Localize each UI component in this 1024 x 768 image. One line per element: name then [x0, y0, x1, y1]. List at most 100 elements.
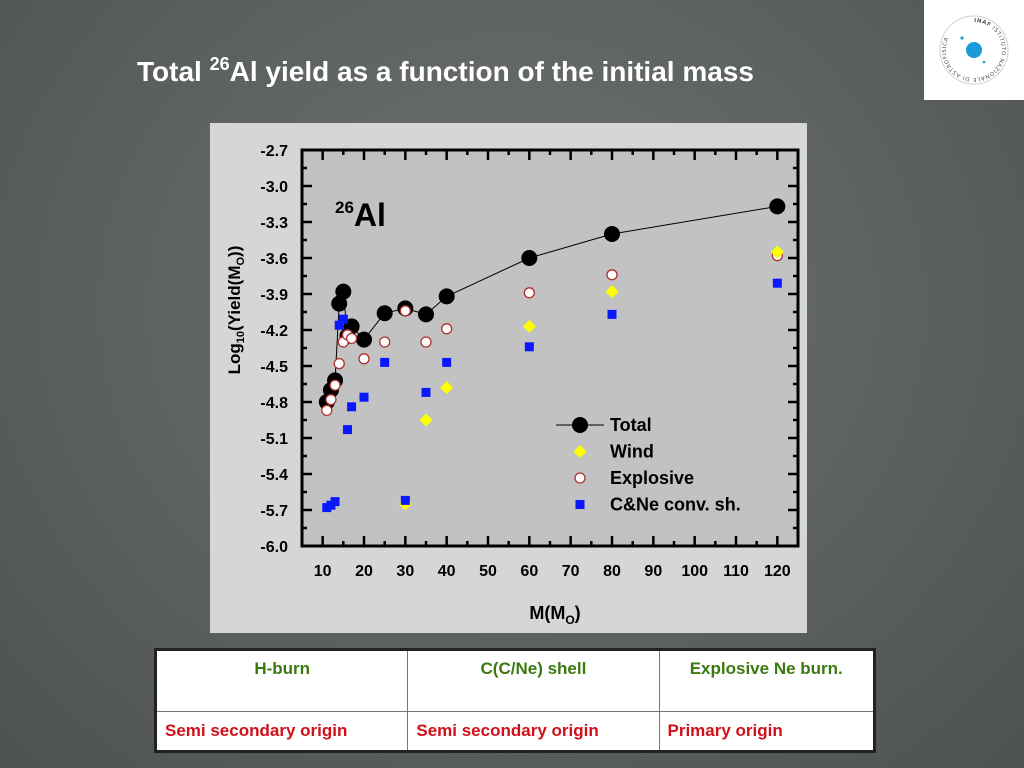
- y-axis-label: Log10(Yield(MO)): [225, 246, 247, 375]
- x-axis-label: M(MO): [529, 603, 580, 627]
- legend-marker: [572, 417, 588, 433]
- data-point: [524, 342, 534, 352]
- y-tick-label: -4.5: [260, 359, 288, 376]
- table-header-cell: Explosive Ne burn.: [658, 649, 875, 712]
- data-point: [359, 392, 369, 402]
- y-axis-label-sub2: O: [235, 257, 247, 266]
- x-tick-label: 60: [520, 563, 538, 580]
- data-point: [421, 387, 431, 397]
- legend-marker: [574, 472, 586, 484]
- y-tick-label: -5.1: [260, 431, 288, 448]
- data-point: [400, 495, 410, 505]
- y-tick-label: -4.2: [260, 323, 288, 340]
- data-point: [333, 357, 345, 370]
- x-tick-label: 100: [681, 563, 708, 580]
- x-tick-label: 110: [723, 563, 749, 580]
- data-point: [321, 404, 333, 417]
- data-point: [338, 314, 348, 324]
- data-point: [356, 331, 372, 348]
- y-axis-label-end: )): [225, 246, 244, 257]
- y-tick-label: -3.3: [260, 215, 288, 232]
- table-origin-cell: Semi secondary origin: [154, 711, 409, 752]
- y-tick-label: -3.9: [260, 287, 288, 304]
- data-point: [522, 319, 536, 333]
- y-tick-label: -6.0: [260, 539, 288, 556]
- data-point: [442, 357, 452, 367]
- data-point: [419, 413, 433, 427]
- data-point: [605, 285, 619, 299]
- y-tick-label: -3.0: [260, 179, 288, 196]
- data-point: [379, 336, 391, 348]
- annotation-label: Al: [354, 197, 386, 233]
- data-point: [418, 306, 434, 323]
- x-axis-label-main: M(M: [529, 603, 565, 623]
- y-tick-label: -5.4: [260, 467, 288, 484]
- data-point: [399, 305, 411, 317]
- x-axis-label-sub: O: [565, 613, 574, 627]
- data-point: [335, 283, 352, 300]
- plot-area: [302, 150, 798, 546]
- y-tick-label: -4.8: [260, 395, 288, 412]
- y-axis-label-log: Log: [225, 343, 244, 374]
- logo-text-inaf: INAF: [974, 18, 992, 29]
- data-point: [441, 323, 453, 335]
- data-point: [440, 381, 454, 395]
- data-point: [523, 287, 535, 299]
- table-origin-cell: Primary origin: [658, 711, 875, 752]
- data-point: [347, 402, 357, 412]
- data-point: [606, 269, 618, 281]
- x-tick-label: 90: [644, 563, 662, 580]
- legend-label: C&Ne conv. sh.: [610, 495, 741, 515]
- y-axis-label-main: (Yield(M: [225, 266, 244, 331]
- inaf-logo: INAF ISTITUTO NAZIONALE DI ASTROFISICA: [924, 0, 1024, 100]
- data-point: [772, 278, 782, 288]
- chart-svg: 10 20 30 40 50 60 70 80 90 100 110 120 -2.7 -3.0 -3.3 -…: [225, 143, 800, 627]
- data-point: [342, 425, 352, 435]
- data-point: [345, 332, 358, 345]
- y-tick-label: -3.6: [260, 251, 288, 268]
- series-c-ne-conv-sh-: [322, 278, 782, 513]
- legend-label: Wind: [610, 442, 654, 462]
- x-tick-label: 40: [438, 563, 456, 580]
- legend-entry: Explosive: [574, 468, 694, 488]
- legend-label: Total: [610, 415, 652, 435]
- x-tick-label: 80: [603, 563, 621, 580]
- data-point: [358, 353, 370, 365]
- y-tick-label: -2.7: [260, 143, 288, 160]
- data-point: [334, 320, 344, 330]
- legend-entry: Total: [556, 415, 652, 435]
- y-axis-label-sub: 10: [235, 331, 247, 343]
- title-suffix: Al yield as a function of the initial ma…: [229, 56, 754, 87]
- data-point: [521, 250, 538, 266]
- chart-panel: 10 20 30 40 50 60 70 80 90 100 110 120 -2.7 -3.0 -3.3 -…: [210, 123, 807, 633]
- legend-label: Explosive: [610, 468, 694, 488]
- data-point: [329, 379, 341, 391]
- data-point: [331, 295, 348, 312]
- logo-planet-icon: [966, 42, 982, 58]
- x-tick-label: 30: [396, 563, 414, 580]
- origin-table: H-burn C(C/Ne) shell Explosive Ne burn. …: [154, 648, 876, 753]
- annotation-superscript: 26: [335, 198, 354, 217]
- table-origin-cell: Semi secondary origin: [407, 711, 660, 752]
- slide-title: Total 26Al yield as a function of the in…: [137, 55, 754, 88]
- legend-entry: C&Ne conv. sh.: [575, 495, 741, 515]
- data-point: [607, 309, 617, 319]
- x-tick-label: 120: [764, 563, 791, 580]
- data-point: [330, 497, 340, 507]
- table-header-cell: H-burn: [154, 649, 409, 712]
- title-prefix: Total: [137, 56, 210, 87]
- x-tick-label: 10: [314, 563, 332, 580]
- x-axis-label-end: ): [575, 603, 581, 623]
- series-explosive: [321, 249, 783, 417]
- data-point: [770, 245, 784, 259]
- data-point: [325, 393, 337, 406]
- x-tick-label: 20: [355, 563, 373, 580]
- data-point: [420, 336, 432, 348]
- legend-entry: Wind: [573, 442, 654, 462]
- x-tick-label: 70: [562, 563, 580, 580]
- chart-annotation: 26Al: [335, 197, 386, 233]
- x-tick-label: 50: [479, 563, 497, 580]
- data-point: [380, 357, 390, 367]
- data-point: [438, 288, 455, 305]
- legend-marker: [573, 445, 587, 458]
